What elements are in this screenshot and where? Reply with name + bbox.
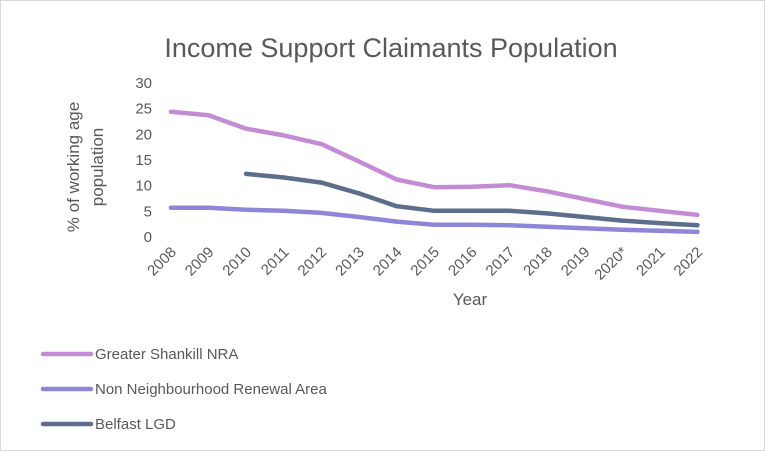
data-point — [394, 177, 399, 182]
data-point — [469, 222, 474, 227]
data-point — [319, 210, 324, 216]
data-point — [582, 226, 587, 231]
data-point — [620, 218, 625, 223]
data-point — [695, 212, 700, 218]
data-point — [168, 109, 174, 114]
y-tick-label: 30 — [135, 75, 152, 92]
data-point — [168, 205, 174, 210]
data-point — [469, 184, 474, 189]
data-point — [394, 204, 399, 209]
data-point — [319, 141, 324, 147]
data-point — [695, 229, 700, 235]
data-point — [544, 211, 550, 216]
y-axis-title: % of working age population — [64, 102, 107, 232]
x-tick-label: 2014 — [370, 244, 406, 280]
data-point — [620, 204, 625, 209]
x-tick-label: 2016 — [445, 244, 481, 280]
data-point — [507, 182, 512, 188]
data-point — [582, 196, 587, 202]
y-axis-ticks: 0 5 10 15 20 25 30 — [135, 75, 152, 246]
data-point — [620, 227, 625, 233]
data-point — [544, 189, 550, 194]
x-tick-label: 2010 — [219, 244, 255, 280]
x-axis-ticks: 2008 2009 2010 2011 2012 2013 2014 2015 2016 2017… — [144, 244, 706, 284]
data-point — [394, 219, 399, 224]
x-tick-label: 2012 — [295, 244, 331, 280]
y-axis-title-line-1: % of working age — [64, 102, 83, 232]
data-point — [432, 222, 437, 227]
data-point — [244, 207, 249, 212]
chart-title: Income Support Claimants Population — [164, 33, 617, 63]
data-point — [319, 180, 324, 185]
x-tick-label: 2008 — [144, 244, 180, 280]
x-axis-title: Year — [453, 290, 488, 309]
legend-label: Belfast LGD — [95, 416, 176, 433]
y-tick-label: 5 — [144, 203, 152, 220]
x-tick-label: 2021 — [633, 244, 669, 280]
x-tick-label: 2011 — [258, 244, 293, 279]
data-point — [281, 208, 286, 214]
data-point — [657, 220, 662, 226]
data-point — [657, 228, 662, 234]
data-point — [582, 214, 587, 220]
data-point — [206, 205, 211, 210]
data-point — [281, 133, 286, 138]
data-point — [657, 208, 662, 214]
data-point — [544, 224, 550, 229]
y-axis-title-line-2: population — [88, 128, 107, 206]
data-point — [356, 214, 362, 220]
series-lines — [168, 109, 700, 235]
x-tick-label: 2020* — [591, 244, 631, 284]
x-tick-label: 2017 — [483, 244, 519, 280]
y-tick-label: 15 — [135, 152, 152, 169]
series-line-3 — [243, 171, 700, 228]
data-point — [695, 222, 700, 228]
y-tick-label: 20 — [135, 126, 152, 143]
series-line-1 — [168, 109, 700, 218]
data-point — [281, 175, 286, 180]
y-tick-label: 10 — [135, 178, 152, 195]
x-tick-label: 2018 — [520, 244, 556, 280]
data-point — [432, 185, 437, 190]
x-tick-label: 2019 — [558, 244, 594, 280]
data-point — [244, 171, 249, 177]
data-point — [244, 126, 249, 131]
data-point — [507, 222, 512, 228]
data-point — [356, 159, 362, 164]
x-tick-label: 2022 — [671, 244, 707, 280]
data-point — [469, 208, 474, 214]
x-tick-label: 2013 — [332, 244, 368, 280]
legend-label: Greater Shankill NRA — [95, 346, 238, 363]
data-point — [206, 113, 211, 118]
x-tick-label: 2015 — [407, 244, 443, 280]
y-tick-label: 0 — [144, 229, 152, 246]
legend: Greater Shankill NRA Non Neighbourhood Re… — [40, 346, 327, 433]
y-tick-label: 25 — [135, 101, 152, 118]
legend-label: Non Neighbourhood Renewal Area — [95, 381, 327, 398]
data-point — [432, 208, 437, 214]
data-point — [507, 208, 512, 214]
data-point — [356, 191, 362, 196]
x-tick-label: 2009 — [182, 244, 218, 280]
